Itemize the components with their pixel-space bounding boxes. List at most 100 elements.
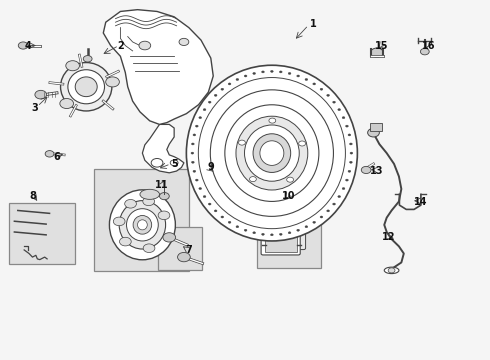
- Ellipse shape: [210, 90, 333, 216]
- Circle shape: [279, 71, 282, 73]
- Text: 4: 4: [24, 41, 31, 50]
- Circle shape: [349, 143, 352, 145]
- Circle shape: [221, 88, 223, 90]
- Circle shape: [143, 197, 154, 206]
- Circle shape: [35, 90, 47, 99]
- Circle shape: [270, 234, 273, 236]
- Circle shape: [124, 199, 136, 208]
- Circle shape: [236, 78, 239, 81]
- Circle shape: [170, 160, 178, 166]
- Circle shape: [349, 161, 352, 163]
- Text: 10: 10: [282, 191, 296, 201]
- Ellipse shape: [68, 70, 104, 104]
- Ellipse shape: [140, 189, 159, 199]
- Circle shape: [370, 48, 383, 57]
- Circle shape: [313, 221, 316, 223]
- Text: 16: 16: [421, 41, 435, 50]
- Circle shape: [305, 226, 308, 228]
- Circle shape: [361, 166, 371, 174]
- Circle shape: [342, 188, 345, 190]
- Circle shape: [244, 75, 247, 77]
- Text: 1: 1: [310, 19, 317, 29]
- Circle shape: [333, 203, 336, 205]
- Circle shape: [191, 152, 194, 154]
- Circle shape: [327, 94, 329, 96]
- Circle shape: [66, 61, 79, 71]
- FancyBboxPatch shape: [261, 213, 300, 255]
- Circle shape: [214, 210, 217, 212]
- Circle shape: [253, 72, 256, 75]
- Circle shape: [212, 171, 222, 179]
- Circle shape: [45, 150, 54, 157]
- Circle shape: [277, 231, 285, 237]
- Circle shape: [158, 211, 170, 220]
- FancyBboxPatch shape: [267, 207, 306, 249]
- Circle shape: [159, 193, 169, 200]
- Circle shape: [288, 232, 291, 234]
- Circle shape: [199, 188, 201, 190]
- Circle shape: [313, 83, 316, 85]
- Circle shape: [262, 233, 264, 235]
- Circle shape: [193, 170, 196, 172]
- Circle shape: [208, 101, 211, 103]
- Circle shape: [196, 179, 198, 181]
- Circle shape: [239, 140, 245, 145]
- Circle shape: [208, 203, 211, 205]
- Circle shape: [177, 252, 190, 262]
- Text: 2: 2: [117, 41, 124, 50]
- Bar: [94, 169, 189, 271]
- Circle shape: [368, 129, 379, 137]
- Circle shape: [420, 48, 429, 55]
- Circle shape: [163, 233, 175, 242]
- Circle shape: [342, 117, 345, 119]
- Ellipse shape: [198, 77, 345, 229]
- Text: 14: 14: [414, 197, 428, 207]
- PathPatch shape: [143, 125, 184, 173]
- Ellipse shape: [236, 116, 308, 190]
- Text: 8: 8: [29, 191, 36, 201]
- Circle shape: [297, 75, 299, 77]
- Text: 5: 5: [171, 159, 177, 169]
- Circle shape: [338, 109, 341, 111]
- Circle shape: [388, 268, 395, 273]
- Ellipse shape: [245, 125, 299, 181]
- PathPatch shape: [103, 10, 213, 125]
- Text: 3: 3: [31, 103, 38, 113]
- Bar: [9, 203, 75, 264]
- Circle shape: [338, 195, 341, 198]
- Circle shape: [179, 39, 189, 45]
- Circle shape: [228, 83, 231, 85]
- Circle shape: [199, 117, 201, 119]
- Polygon shape: [212, 171, 222, 178]
- Circle shape: [299, 141, 306, 146]
- Bar: [370, 123, 382, 131]
- Bar: [198, 164, 235, 200]
- Circle shape: [60, 99, 74, 109]
- Text: 11: 11: [155, 180, 169, 190]
- Circle shape: [203, 195, 206, 198]
- Circle shape: [345, 179, 348, 181]
- Circle shape: [221, 216, 223, 218]
- Circle shape: [348, 170, 351, 172]
- Circle shape: [192, 143, 194, 145]
- Ellipse shape: [260, 141, 284, 165]
- Bar: [257, 198, 321, 268]
- Ellipse shape: [119, 201, 166, 249]
- Text: 7: 7: [185, 245, 192, 255]
- Text: 6: 6: [53, 152, 60, 162]
- Bar: [158, 227, 202, 270]
- Circle shape: [196, 125, 198, 127]
- Text: 15: 15: [375, 41, 389, 50]
- Circle shape: [305, 78, 308, 81]
- Circle shape: [348, 134, 351, 136]
- Circle shape: [143, 244, 155, 252]
- Circle shape: [193, 134, 196, 136]
- Text: 12: 12: [382, 232, 396, 242]
- Circle shape: [192, 161, 194, 163]
- Circle shape: [279, 233, 282, 235]
- Circle shape: [214, 94, 217, 96]
- Ellipse shape: [225, 105, 319, 202]
- Circle shape: [327, 210, 329, 212]
- Bar: [265, 233, 297, 252]
- Ellipse shape: [133, 216, 152, 234]
